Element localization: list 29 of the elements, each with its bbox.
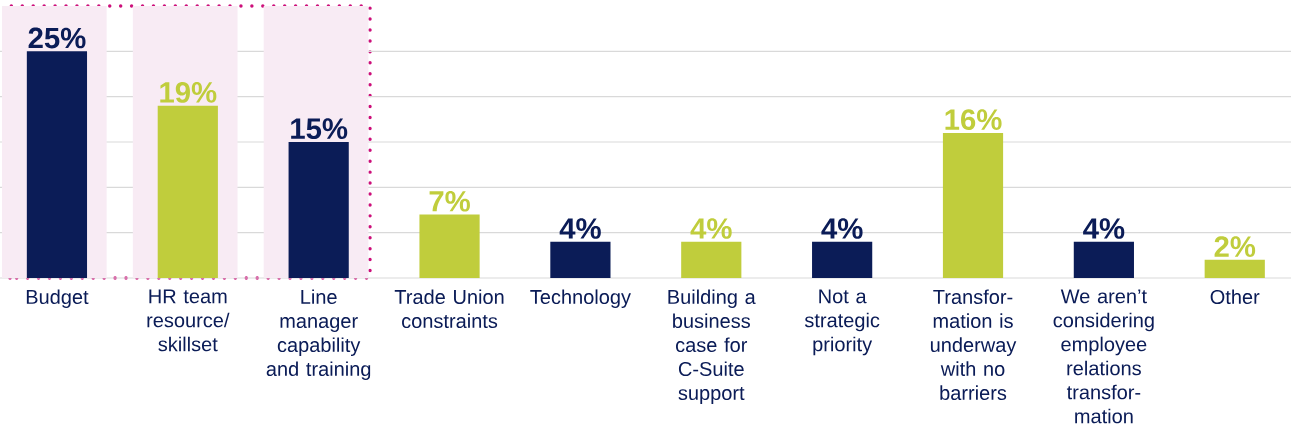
- x-tick-label: Other: [1210, 289, 1260, 305]
- data-label: 15%: [291, 118, 348, 140]
- bar: [550, 241, 611, 278]
- data-label: 25%: [28, 27, 86, 49]
- data-label: 4%: [1083, 218, 1125, 239]
- x-tick-label: HR team resource/ skillset: [147, 289, 230, 352]
- data-label: 16%: [945, 109, 1002, 131]
- data-label: 7%: [429, 190, 470, 212]
- bar: [157, 105, 218, 278]
- data-label: 19%: [160, 82, 217, 103]
- x-tick-label: We aren’t considering employee relations transfor-mation: [1053, 289, 1154, 424]
- data-label: 2%: [1214, 236, 1256, 257]
- bar: [419, 214, 480, 278]
- bar: [288, 142, 349, 278]
- bar: [1073, 241, 1134, 278]
- data-label: 4%: [821, 218, 863, 239]
- x-tick-label: Line manager capability and training: [266, 289, 371, 381]
- x-tick-label: Building a business case for C-Suite support: [668, 289, 756, 405]
- x-tick-label: Trade Union constraints: [394, 289, 504, 329]
- x-tick-label: Not a strategic priority: [804, 289, 880, 356]
- data-label: 4%: [690, 218, 732, 239]
- bar: [812, 241, 873, 278]
- x-tick-label: Budget: [26, 289, 89, 309]
- x-tick-label: Transfor-mation is underway with no barriers: [930, 289, 1017, 401]
- bar: [1204, 259, 1265, 278]
- bar: [942, 132, 1004, 278]
- bar: [681, 241, 742, 278]
- data-label: 4%: [559, 218, 601, 239]
- x-tick-label: Technology: [530, 289, 631, 309]
